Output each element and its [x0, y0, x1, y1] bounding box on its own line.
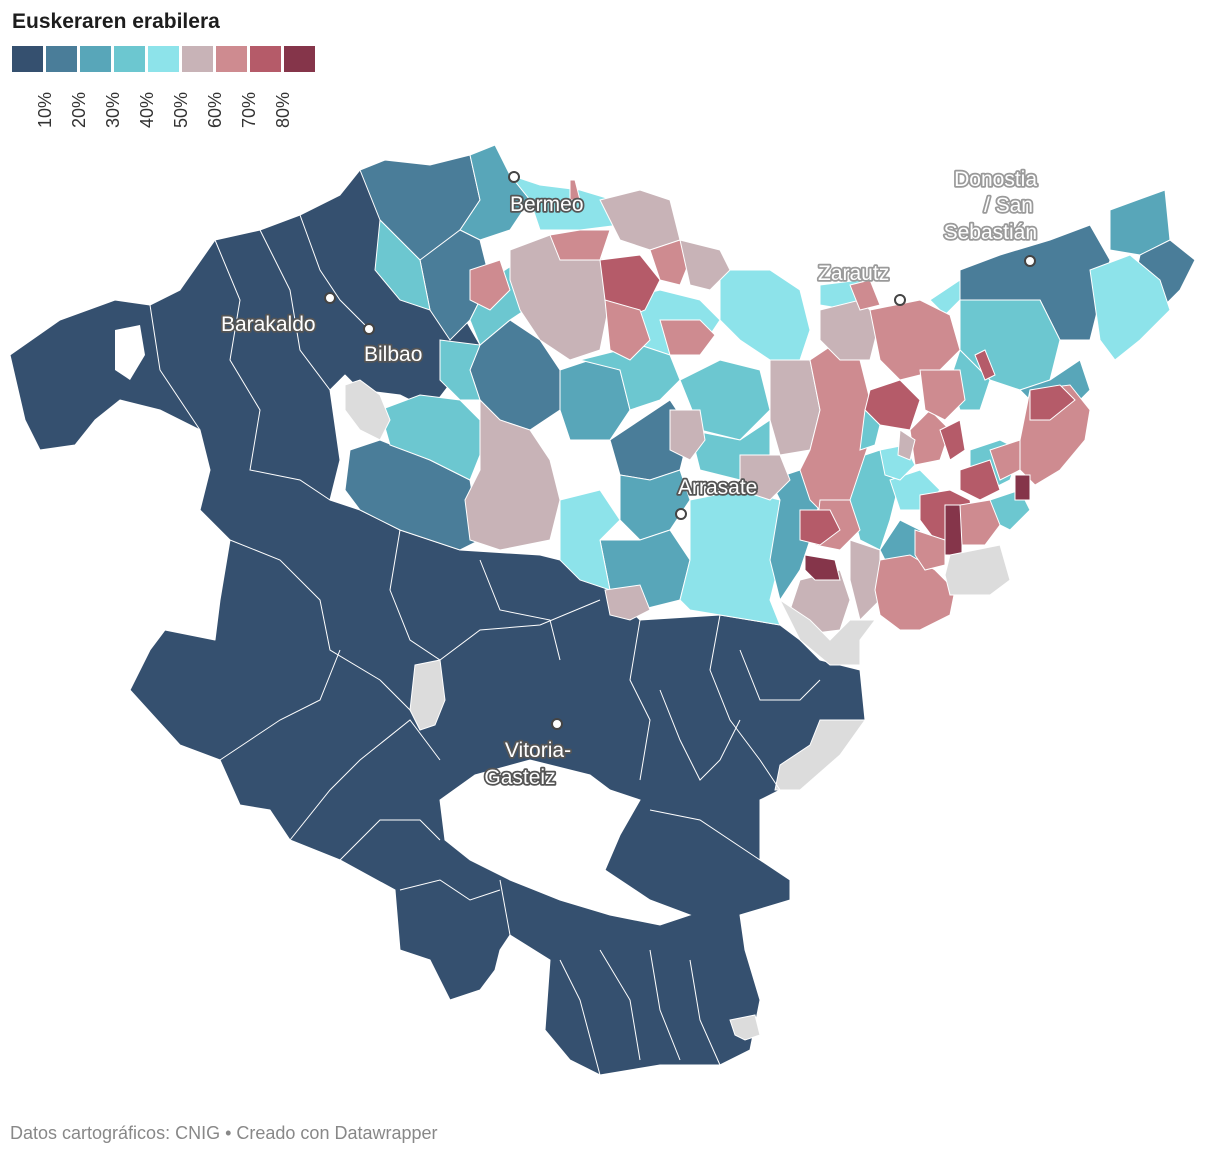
city-label-donostia-3: Sebastián	[944, 221, 1037, 244]
municipality[interactable]	[579, 344, 681, 411]
municipality[interactable]	[974, 349, 996, 381]
no-data-area	[344, 379, 391, 441]
city-dot-donostia[interactable]	[1024, 255, 1036, 267]
municipality[interactable]	[849, 279, 881, 311]
legend-swatch-3	[114, 46, 145, 72]
municipality[interactable]	[874, 554, 956, 631]
no-data-area	[774, 719, 866, 791]
municipality[interactable]	[374, 218, 431, 311]
municipality[interactable]	[469, 259, 511, 311]
city-dot-barakaldo[interactable]	[324, 292, 336, 304]
municipality[interactable]	[569, 179, 581, 201]
municipality[interactable]	[1029, 384, 1076, 421]
municipality[interactable]	[914, 529, 946, 571]
municipality[interactable]	[559, 489, 621, 591]
city-label-bilbao: Bilbao	[364, 343, 422, 366]
enclave-white	[439, 759, 692, 926]
legend-swatch-7	[250, 46, 281, 72]
chart-title: Euskeraren erabilera	[12, 10, 220, 33]
municipality[interactable]	[679, 489, 781, 626]
municipality[interactable]	[719, 269, 811, 361]
municipality[interactable]	[599, 189, 681, 251]
municipal-borders	[149, 214, 821, 1076]
legend-swatch-8	[284, 46, 315, 72]
region-no-data	[344, 379, 1011, 1041]
legend-swatch-2	[80, 46, 111, 72]
city-label-bermeo: Bermeo	[510, 193, 584, 216]
city-label-donostia-2: / San	[984, 194, 1033, 217]
legend-swatch-4	[148, 46, 179, 72]
municipality[interactable]	[859, 408, 881, 451]
footer-source: Datos cartográficos: CNIG	[10, 1123, 221, 1143]
municipality[interactable]	[459, 144, 531, 241]
municipality[interactable]	[1014, 474, 1031, 501]
city-label-vitoria-2: Gasteiz	[484, 766, 555, 789]
no-data-area	[778, 598, 876, 666]
legend-swatch-1	[46, 46, 77, 72]
municipality[interactable]	[959, 459, 1001, 501]
municipality[interactable]	[464, 398, 561, 551]
city-dot-zarautz[interactable]	[894, 294, 906, 306]
municipality[interactable]	[944, 504, 963, 556]
city-dot-bilbao[interactable]	[363, 323, 375, 335]
legend-swatch-5	[182, 46, 213, 72]
city-label-vitoria-1: Vitoria-	[505, 739, 571, 762]
city-label-zarautz: Zarautz	[818, 262, 889, 285]
municipality[interactable]	[604, 299, 651, 361]
municipality[interactable]	[679, 239, 731, 291]
municipality[interactable]	[939, 419, 966, 461]
enclave-white-2	[115, 325, 145, 380]
city-label-barakaldo: Barakaldo	[221, 313, 316, 336]
city-markers: Bermeo Barakaldo Bilbao Donostia / San S…	[219, 166, 1039, 791]
municipality[interactable]	[1089, 254, 1171, 361]
municipality[interactable]	[739, 454, 791, 501]
footer: Datos cartográficos: CNIG • Creado con D…	[10, 1123, 438, 1144]
municipality[interactable]	[849, 539, 881, 621]
no-data-area	[944, 544, 1011, 596]
city-dot-arrasate[interactable]	[675, 508, 687, 520]
no-data-area	[729, 1014, 761, 1041]
municipality[interactable]	[659, 319, 716, 356]
basque-country-map: Bermeo Barakaldo Bilbao Donostia / San S…	[9, 144, 1196, 1076]
legend-swatch-0	[12, 46, 43, 72]
footer-credit[interactable]: • Creado con Datawrapper	[225, 1123, 438, 1143]
municipality[interactable]	[669, 409, 706, 461]
municipality[interactable]	[549, 229, 611, 261]
municipality[interactable]	[804, 554, 841, 581]
city-dot-bermeo[interactable]	[508, 171, 520, 183]
municipality[interactable]	[869, 299, 961, 381]
city-dot-vitoria[interactable]	[551, 718, 563, 730]
city-label-donostia-1: Donostia	[954, 168, 1037, 191]
city-label-arrasate: Arrasate	[678, 476, 757, 499]
municipality[interactable]	[919, 369, 966, 421]
municipality[interactable]	[989, 439, 1021, 481]
municipality[interactable]	[799, 509, 841, 546]
region-high	[464, 179, 1091, 636]
municipality[interactable]	[604, 584, 651, 621]
municipality[interactable]	[559, 359, 631, 441]
legend-swatch-6	[216, 46, 247, 72]
municipality[interactable]	[897, 429, 916, 461]
municipality[interactable]	[649, 239, 691, 286]
municipality[interactable]	[959, 499, 1001, 546]
